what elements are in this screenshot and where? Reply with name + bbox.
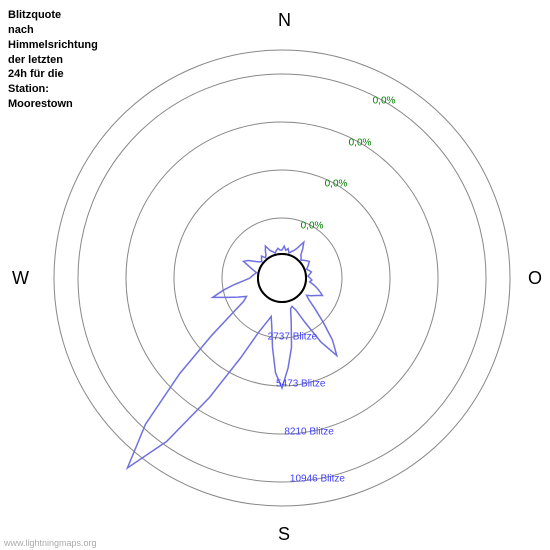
count-ring-label: 2737 Blitze: [268, 332, 317, 343]
compass-west: W: [12, 268, 29, 289]
compass-east: O: [528, 268, 542, 289]
pct-ring-label: 0,0%: [301, 221, 324, 232]
count-ring-label: 8210 Blitze: [284, 426, 333, 437]
count-ring-label: 10946 Blitze: [290, 473, 345, 484]
compass-south: S: [278, 524, 290, 545]
pct-ring-label: 0,0%: [325, 179, 348, 190]
pct-ring-label: 0,0%: [349, 137, 372, 148]
pct-ring-label: 0,0%: [373, 96, 396, 107]
chart-title: Blitzquote nach Himmelsrichtung der letz…: [8, 8, 98, 112]
count-ring-label: 5473 Blitze: [276, 379, 325, 390]
compass-north: N: [278, 10, 291, 31]
footer-credit: www.lightningmaps.org: [4, 538, 97, 548]
